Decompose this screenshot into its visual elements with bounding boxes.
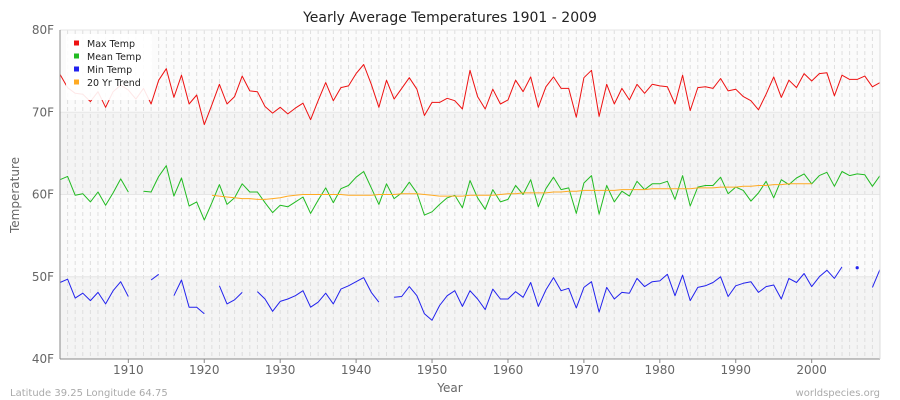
axes: 40F 50F 60F 70F 80F 1910 1920 1930 1940 1950 1960 1… (32, 23, 881, 377)
x-tick-label: 1990 (720, 363, 751, 377)
x-tick-label: 1920 (189, 363, 220, 377)
min-temp-point (855, 266, 859, 270)
min-temp-line-segment (173, 279, 205, 315)
x-tick-label: 1980 (645, 363, 676, 377)
footer-location: Latitude 39.25 Longitude 64.75 (10, 388, 168, 399)
x-tick-label: 2000 (796, 363, 827, 377)
series-lines (59, 64, 881, 321)
20-yr-trend-line-segment (211, 183, 812, 200)
legend-label: Max Temp (87, 39, 135, 50)
legend-swatch (74, 79, 79, 85)
series-max-temp (59, 64, 881, 126)
footer-source: worldspecies.org (796, 388, 880, 399)
y-axis-label: Temperature (8, 157, 22, 234)
y-tick-label: 70F (32, 105, 54, 119)
min-temp-line-segment (394, 266, 843, 321)
min-temp-line-segment (59, 278, 129, 305)
x-tick-label: 1930 (265, 363, 296, 377)
max-temp-line-segment (59, 64, 881, 126)
min-temp-line-segment (150, 273, 159, 281)
min-temp-line-segment (218, 285, 243, 305)
series-min-temp (59, 266, 881, 321)
min-temp-line-segment (257, 277, 380, 312)
y-tick-label: 80F (32, 23, 54, 37)
legend-label: Min Temp (87, 65, 132, 76)
x-tick-label: 1950 (417, 363, 448, 377)
legend-swatch (74, 66, 79, 72)
min-temp-line-segment (871, 269, 881, 288)
x-tick-label: 1940 (341, 363, 372, 377)
legend-label: Mean Temp (87, 52, 141, 63)
mean-temp-line-segment (59, 175, 129, 206)
y-tick-label: 50F (32, 270, 54, 284)
legend: Max Temp Mean Temp Min Temp 20 Yr Trend (66, 34, 152, 100)
series-mean-temp (59, 165, 881, 221)
legend-box (66, 34, 152, 100)
legend-swatch (74, 53, 79, 59)
series-20-yr-trend (211, 183, 812, 200)
legend-swatch (74, 40, 79, 46)
mean-temp-line-segment (143, 165, 881, 221)
y-tick-label: 60F (32, 188, 54, 202)
x-tick-label: 1960 (493, 363, 524, 377)
x-tick-label: 1970 (569, 363, 600, 377)
chart-title: Yearly Average Temperatures 1901 - 2009 (302, 10, 597, 26)
legend-label: 20 Yr Trend (87, 78, 141, 89)
x-tick-label: 1910 (113, 363, 144, 377)
y-tick-label: 40F (32, 352, 54, 366)
x-axis-label: Year (436, 381, 462, 395)
